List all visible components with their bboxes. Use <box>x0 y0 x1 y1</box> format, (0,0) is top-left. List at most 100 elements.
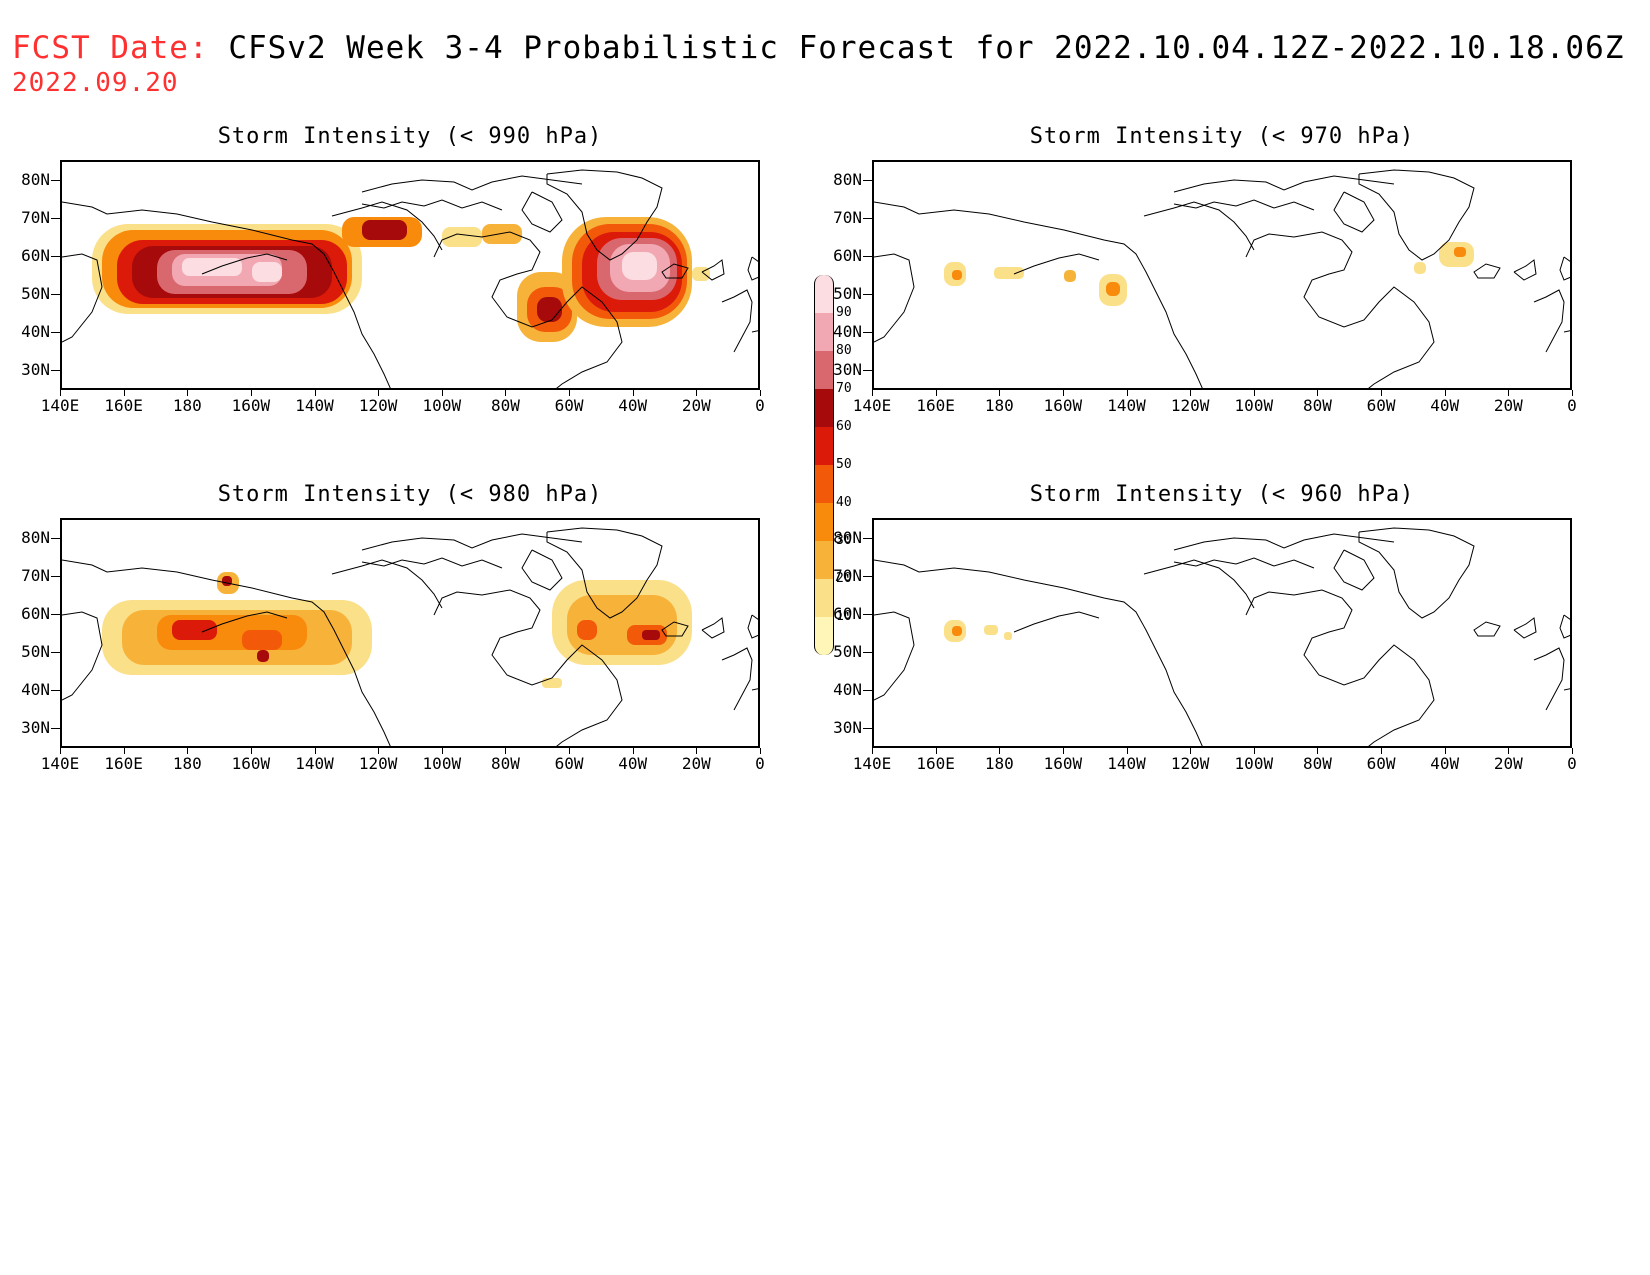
coastline <box>1563 330 1570 333</box>
coastline <box>361 557 503 569</box>
lon-label: 40W <box>1430 396 1460 415</box>
lat-label: 80N <box>21 170 50 189</box>
probability-patch <box>242 630 282 650</box>
lat-tick <box>863 690 872 691</box>
lon-label: 40W <box>618 396 648 415</box>
lat-tick <box>51 690 60 691</box>
lon-tick <box>999 748 1001 754</box>
probability-patch <box>622 252 657 280</box>
coastline <box>1173 557 1315 569</box>
lon-label: 0 <box>1567 754 1577 773</box>
lat-tick <box>51 180 60 181</box>
coastline <box>433 231 623 388</box>
lon-label: 160W <box>231 396 271 415</box>
colorbar-label: 50 <box>836 457 852 472</box>
lon-label: 140W <box>295 754 334 773</box>
lon-label: 80W <box>1303 754 1332 773</box>
lat-tick <box>863 294 872 295</box>
lon-label: 100W <box>422 754 462 773</box>
coastline <box>874 201 1203 388</box>
probability-patch <box>442 227 482 247</box>
coastline <box>1358 169 1475 261</box>
map-canvas <box>874 169 1570 388</box>
colorbar-segment <box>814 541 834 579</box>
lat-tick <box>51 294 60 295</box>
lon-tick <box>1572 390 1573 396</box>
lat-tick <box>863 256 872 257</box>
lon-label: 60W <box>1366 754 1396 773</box>
lon-tick <box>760 748 761 754</box>
coastline <box>751 330 758 333</box>
lon-tick <box>935 390 937 396</box>
colorbar-label: 90 <box>836 305 852 320</box>
lat-tick <box>863 728 872 729</box>
probability-patch <box>642 630 660 640</box>
lon-label: 20W <box>681 754 711 773</box>
lon-tick <box>1190 748 1192 754</box>
lon-tick <box>999 390 1001 396</box>
lon-label: 60W <box>554 754 584 773</box>
probability-patch <box>952 626 962 636</box>
colorbar-label: 20 <box>836 571 852 586</box>
lat-label: 30N <box>833 360 862 379</box>
coastline <box>361 199 503 211</box>
lat-label: 60N <box>833 604 862 623</box>
lon-label: 120W <box>358 396 398 415</box>
coastline <box>546 169 663 261</box>
lon-label: 160W <box>1043 396 1083 415</box>
colorbar-segment <box>814 503 834 541</box>
lon-tick <box>250 748 252 754</box>
coastline <box>661 621 689 637</box>
lon-label: 0 <box>1567 396 1577 415</box>
lon-tick <box>60 748 61 754</box>
colorbar-segment <box>814 427 834 465</box>
probability-patch <box>1064 270 1076 282</box>
lat-tick <box>863 370 872 371</box>
lon-label: 140E <box>40 396 80 415</box>
coastline <box>331 559 443 609</box>
lon-tick <box>872 390 873 396</box>
lon-tick <box>187 390 189 396</box>
coastline <box>701 617 725 639</box>
coastline <box>1245 589 1435 746</box>
lon-tick <box>1126 748 1128 754</box>
lon-label: 40W <box>618 754 648 773</box>
coastline <box>1333 549 1375 591</box>
lon-tick <box>250 390 252 396</box>
lon-tick <box>1381 748 1383 754</box>
lon-tick <box>505 390 507 396</box>
lon-tick <box>441 748 443 754</box>
lat-label: 40N <box>833 322 862 341</box>
colorbar-segment <box>814 579 834 617</box>
lon-label: 20W <box>681 396 711 415</box>
lon-label: 160E <box>916 754 955 773</box>
lat-tick <box>51 538 60 539</box>
coastline <box>1173 199 1315 211</box>
panel-title: Storm Intensity (< 990 hPa) <box>217 124 603 149</box>
lon-tick <box>1381 390 1383 396</box>
coastline <box>1333 191 1375 233</box>
probability-patch <box>577 620 597 640</box>
map-area <box>872 160 1572 390</box>
lat-tick <box>51 256 60 257</box>
coastline <box>1143 559 1255 609</box>
lat-label: 40N <box>21 322 50 341</box>
lat-tick <box>51 332 60 333</box>
coastline <box>874 611 915 701</box>
lat-label: 60N <box>833 246 862 265</box>
map-area <box>872 518 1572 748</box>
coastline <box>1143 201 1255 251</box>
lon-label: 120W <box>1170 754 1210 773</box>
lon-label: 80W <box>1303 396 1332 415</box>
lon-label: 80W <box>491 754 520 773</box>
colorbar-label: 40 <box>836 495 852 510</box>
coastline <box>201 611 288 633</box>
lon-tick <box>123 390 125 396</box>
map-canvas <box>874 527 1570 746</box>
lat-tick <box>863 218 872 219</box>
colorbar-label: 80 <box>836 343 852 358</box>
lat-tick <box>51 370 60 371</box>
lat-tick <box>51 576 60 577</box>
colorbar-label: 70 <box>836 381 852 396</box>
lon-tick <box>632 390 634 396</box>
